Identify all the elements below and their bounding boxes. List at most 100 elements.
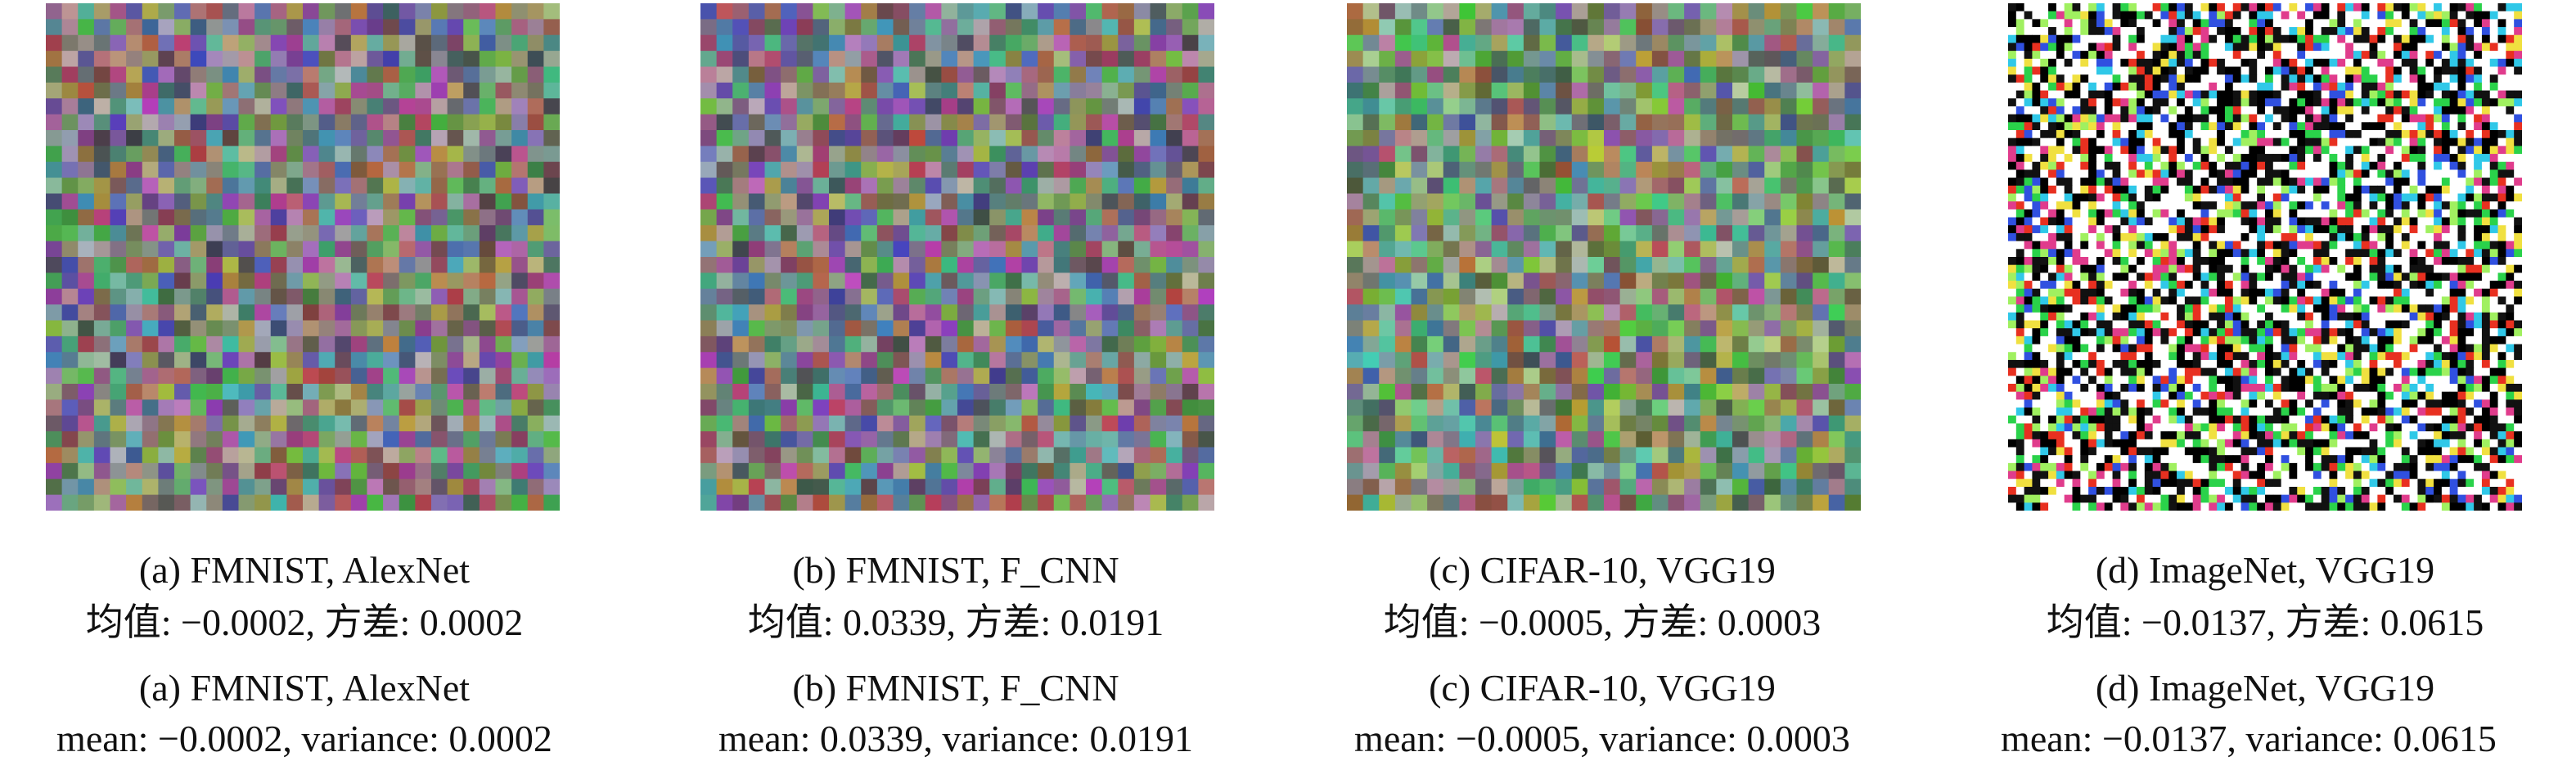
pixel — [1394, 130, 1412, 146]
pixel — [1748, 51, 1765, 67]
pixel — [303, 352, 320, 369]
pixel — [1443, 367, 1460, 385]
pixel — [318, 146, 336, 163]
pixel — [110, 304, 127, 321]
pixel — [206, 34, 223, 52]
pixel — [1604, 447, 1621, 464]
pixel — [1813, 66, 1830, 83]
pixel — [415, 352, 432, 369]
pixel — [1556, 447, 1573, 464]
pixel — [2361, 74, 2371, 83]
pixel — [1636, 367, 1653, 385]
pixel — [732, 225, 750, 242]
pixel — [543, 225, 560, 242]
pixel — [1459, 304, 1476, 321]
pixel — [238, 146, 255, 163]
pixel — [2449, 66, 2458, 75]
pixel — [2425, 225, 2434, 234]
pixel — [1844, 3, 1861, 20]
pixel — [909, 415, 926, 432]
pixel — [463, 51, 480, 67]
pixel — [1571, 209, 1588, 226]
pixel — [431, 209, 448, 226]
pixel — [2337, 74, 2346, 83]
pixel — [479, 178, 496, 194]
caption-en-stats: mean: −0.0002, variance: 0.0002 — [56, 718, 552, 759]
pixel — [2281, 225, 2290, 234]
pixel — [1748, 178, 1765, 194]
pixel — [1828, 130, 1845, 146]
pixel — [1619, 66, 1637, 83]
pixel — [1198, 272, 1214, 290]
pixel — [2321, 66, 2330, 75]
pixel — [383, 98, 400, 115]
pixel — [2409, 43, 2418, 52]
pixel — [909, 304, 926, 321]
pixel — [2313, 106, 2322, 115]
pixel — [174, 66, 191, 83]
pixel — [2441, 90, 2451, 99]
pixel — [748, 241, 765, 258]
pixel — [989, 225, 1007, 242]
pixel — [876, 335, 894, 353]
pixel — [2353, 66, 2362, 75]
pixel — [1748, 34, 1765, 52]
pixel — [511, 82, 529, 99]
pixel — [431, 384, 448, 400]
pixel — [78, 3, 95, 20]
pixel — [206, 82, 223, 99]
pixel — [716, 19, 733, 36]
pixel — [1101, 494, 1119, 511]
pixel — [1362, 178, 1380, 194]
pixel — [1166, 447, 1183, 464]
pixel — [1651, 494, 1669, 511]
pixel — [126, 34, 143, 52]
pixel — [2305, 232, 2314, 242]
pixel — [2329, 82, 2338, 92]
pixel — [142, 178, 159, 194]
pixel — [2265, 43, 2274, 52]
pixel — [110, 415, 127, 432]
pixel — [796, 51, 813, 67]
pixel — [925, 257, 942, 273]
pixel — [1394, 384, 1412, 400]
pixel — [796, 494, 813, 511]
pixel — [1427, 193, 1444, 210]
pixel — [1182, 479, 1199, 496]
pixel — [2008, 34, 2017, 43]
pixel — [2120, 178, 2129, 187]
pixel — [813, 352, 830, 369]
pixel — [1636, 384, 1653, 400]
pixel — [2240, 225, 2249, 234]
pixel — [190, 447, 207, 464]
pixel — [909, 479, 926, 496]
pixel — [909, 241, 926, 258]
pixel — [2281, 51, 2290, 60]
pixel — [1636, 479, 1653, 496]
pixel — [925, 146, 942, 163]
pixel — [126, 146, 143, 163]
caption-en-stats: mean: −0.0005, variance: 0.0003 — [1354, 718, 1850, 759]
pixel — [925, 304, 942, 321]
pixel — [222, 114, 239, 131]
pixel — [2152, 82, 2161, 92]
pixel — [2144, 34, 2154, 43]
pixel — [303, 320, 320, 337]
pixel — [1587, 272, 1605, 290]
pixel — [2265, 66, 2274, 75]
pixel — [2224, 66, 2234, 75]
pixel — [2337, 185, 2346, 194]
pixel — [1347, 384, 1364, 400]
pixel — [511, 288, 529, 305]
pixel — [463, 479, 480, 496]
pixel — [732, 494, 750, 511]
pixel — [2441, 193, 2451, 202]
pixel — [2056, 169, 2065, 178]
pixel — [1038, 462, 1055, 480]
pixel — [2152, 114, 2161, 123]
pixel — [1198, 146, 1214, 163]
pixel — [2144, 201, 2154, 210]
pixel — [2337, 130, 2346, 139]
pixel — [2321, 90, 2330, 99]
pixel — [2160, 106, 2169, 115]
